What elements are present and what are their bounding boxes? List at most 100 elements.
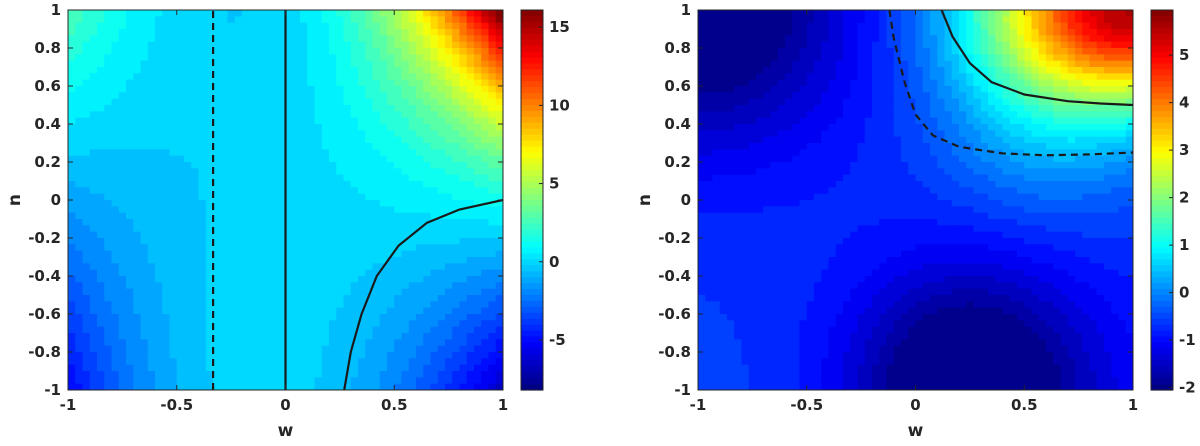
heatmap-cell (402, 244, 410, 251)
colorbar-segment (521, 372, 543, 379)
heatmap-cell (97, 67, 105, 74)
heatmap-cell (315, 251, 323, 258)
heatmap-cell (235, 251, 243, 258)
heatmap-cell (90, 263, 98, 270)
heatmap-cell (271, 320, 279, 327)
heatmap-cell (756, 289, 764, 296)
heatmap-cell (162, 73, 170, 80)
heatmap-cell (814, 156, 822, 163)
heatmap-cell (351, 99, 359, 106)
heatmap-cell (126, 92, 134, 99)
heatmap-cell (836, 295, 844, 302)
heatmap-cell (264, 73, 272, 80)
heatmap-cell (800, 23, 808, 30)
heatmap-cell (394, 206, 402, 213)
heatmap-cell (720, 194, 728, 201)
heatmap-cell (271, 225, 279, 232)
heatmap-cell (749, 327, 757, 334)
heatmap-cell (467, 327, 475, 334)
heatmap-cell (286, 301, 294, 308)
heatmap-cell (749, 187, 757, 194)
heatmap-cell (778, 99, 786, 106)
heatmap-cell (373, 257, 381, 264)
heatmap-cell (148, 339, 156, 346)
heatmap-cell (104, 143, 112, 150)
heatmap-cell (445, 320, 453, 327)
heatmap-cell (778, 276, 786, 283)
heatmap-cell (705, 270, 713, 277)
heatmap-cell (778, 358, 786, 365)
heatmap-cell (402, 295, 410, 302)
heatmap-cell (162, 156, 170, 163)
heatmap-cell (162, 80, 170, 87)
heatmap-cell (329, 352, 337, 359)
heatmap-cell (228, 276, 236, 283)
heatmap-cell (423, 352, 431, 359)
heatmap-cell (698, 225, 706, 232)
heatmap-cell (720, 99, 728, 106)
heatmap-cell (474, 80, 482, 87)
heatmap-cell (836, 219, 844, 226)
heatmap-cell (344, 105, 352, 112)
heatmap-cell (807, 23, 815, 30)
heatmap-cell (727, 80, 735, 87)
heatmap-cell (431, 124, 439, 131)
heatmap-cell (467, 143, 475, 150)
heatmap-cell (104, 282, 112, 289)
heatmap-cell (474, 99, 482, 106)
heatmap-cell (271, 327, 279, 334)
heatmap-cell (264, 219, 272, 226)
heatmap-cell (402, 333, 410, 340)
heatmap-cell (249, 23, 257, 30)
heatmap-cell (807, 200, 815, 207)
heatmap-cell (235, 314, 243, 321)
heatmap-cell (300, 358, 308, 365)
heatmap-cell (843, 251, 851, 258)
heatmap-cell (184, 232, 192, 239)
heatmap-cell (467, 156, 475, 163)
heatmap-cell (431, 238, 439, 245)
heatmap-cell (785, 320, 793, 327)
heatmap-cell (785, 282, 793, 289)
colorbar-segment (521, 135, 543, 142)
heatmap-cell (148, 327, 156, 334)
heatmap-cell (778, 238, 786, 245)
heatmap-cell (713, 111, 721, 118)
heatmap-cell (771, 35, 779, 42)
heatmap-cell (170, 225, 178, 232)
heatmap-cell (271, 200, 279, 207)
heatmap-cell (423, 371, 431, 378)
heatmap-cell (242, 67, 250, 74)
heatmap-cell (771, 48, 779, 55)
heatmap-cell (742, 276, 750, 283)
heatmap-cell (409, 194, 417, 201)
heatmap-cell (807, 92, 815, 99)
heatmap-cell (228, 73, 236, 80)
heatmap-cell (489, 29, 497, 36)
heatmap-cell (800, 54, 808, 61)
heatmap-cell (394, 181, 402, 188)
heatmap-cell (141, 10, 149, 17)
heatmap-cell (467, 168, 475, 175)
heatmap-cell (344, 23, 352, 30)
heatmap-cell (734, 333, 742, 340)
heatmap-cell (416, 327, 424, 334)
heatmap-cell (177, 358, 185, 365)
heatmap-cell (742, 200, 750, 207)
heatmap-cell (170, 358, 178, 365)
heatmap-cell (257, 232, 265, 239)
heatmap-cell (438, 61, 446, 68)
heatmap-cell (431, 181, 439, 188)
heatmap-cell (300, 339, 308, 346)
heatmap-cell (489, 263, 497, 270)
heatmap-cell (785, 168, 793, 175)
heatmap-cell (133, 130, 141, 137)
heatmap-cell (177, 289, 185, 296)
heatmap-cell (228, 162, 236, 169)
heatmap-cell (460, 263, 468, 270)
heatmap-cell (162, 257, 170, 264)
heatmap-cell (416, 346, 424, 353)
heatmap-cell (387, 111, 395, 118)
heatmap-cell (242, 175, 250, 182)
heatmap-cell (380, 187, 388, 194)
